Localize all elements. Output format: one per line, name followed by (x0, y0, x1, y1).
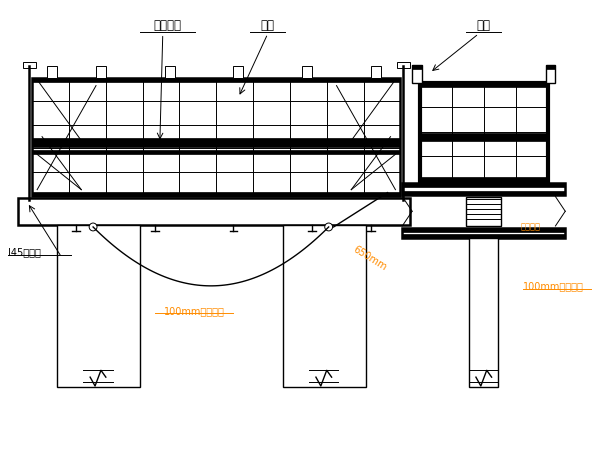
Text: 650mm: 650mm (351, 245, 388, 273)
Bar (397, 62, 410, 68)
Bar (402, 191, 565, 194)
Bar (47, 66, 57, 78)
Bar (32, 192, 400, 196)
Text: 型钢背枋: 型钢背枋 (154, 18, 182, 32)
Bar (420, 177, 548, 181)
Bar (32, 78, 400, 82)
Text: 100mm圆钢扁担: 100mm圆钢扁担 (523, 281, 584, 291)
Bar (17, 220, 410, 225)
Bar (283, 225, 366, 387)
Bar (165, 66, 175, 78)
Bar (402, 183, 565, 194)
Bar (545, 65, 556, 69)
Bar (20, 202, 407, 220)
Bar (32, 150, 400, 154)
Circle shape (325, 223, 332, 231)
Bar (402, 228, 565, 238)
Bar (420, 133, 548, 140)
Bar (233, 66, 243, 78)
Text: 拉杆: 拉杆 (477, 18, 491, 32)
Bar (402, 234, 565, 238)
Bar (32, 78, 400, 196)
Bar (412, 65, 422, 69)
Bar (23, 62, 36, 68)
Bar (469, 238, 499, 387)
Bar (420, 83, 548, 86)
Bar (402, 228, 565, 232)
Bar (32, 138, 400, 148)
Bar (402, 183, 565, 187)
Text: I45承重梁: I45承重梁 (8, 248, 41, 257)
Bar (17, 198, 410, 203)
Bar (302, 66, 312, 78)
Bar (17, 198, 410, 225)
Bar (96, 66, 106, 78)
Bar (412, 65, 422, 83)
Text: 钢模: 钢模 (261, 18, 275, 32)
Text: 对拉螺栓: 对拉螺栓 (521, 222, 541, 231)
Bar (466, 197, 502, 226)
Bar (545, 65, 556, 83)
Bar (371, 66, 380, 78)
Bar (57, 225, 140, 387)
Circle shape (89, 223, 97, 231)
Text: 100mm圆钢扁担: 100mm圆钢扁担 (164, 306, 224, 316)
Bar (420, 83, 548, 181)
